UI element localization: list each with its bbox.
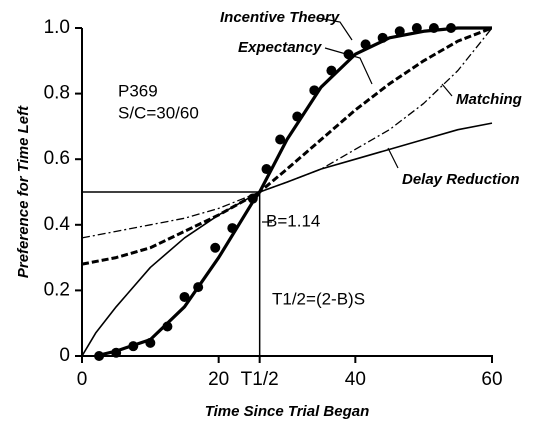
data-point <box>145 337 156 348</box>
series-line <box>81 26 493 266</box>
y-tick-label: 0.2 <box>44 279 70 300</box>
leader <box>317 17 353 41</box>
data-point <box>377 32 388 43</box>
data-point <box>193 282 204 293</box>
annotation: S/C=30/60 <box>118 103 199 122</box>
y-axis-title: Preference for Time Left <box>15 105 32 278</box>
data-point <box>428 23 439 33</box>
y-tick-label: 1.0 <box>44 17 70 38</box>
x-tick-label: 40 <box>345 369 366 390</box>
data-point <box>247 193 258 204</box>
x-tick-label: 20 <box>208 369 229 390</box>
leader <box>387 147 399 169</box>
data-point <box>309 85 320 96</box>
data-point <box>261 164 272 175</box>
data-point <box>360 39 371 50</box>
y-tick-label: 0.4 <box>44 214 71 235</box>
data-point <box>210 242 221 253</box>
annotation: T1/2=(2-B)S <box>272 289 365 308</box>
x-tick-label: 60 <box>481 369 502 390</box>
y-tick-label: 0.6 <box>44 148 70 169</box>
leader <box>324 47 373 85</box>
data-point <box>326 65 337 76</box>
series-label: Matching <box>456 91 522 108</box>
y-tick-label: 0.8 <box>44 83 70 104</box>
annotation: P369 <box>118 81 158 100</box>
series-label: Delay Reduction <box>402 171 520 188</box>
series-line <box>81 27 493 239</box>
x-axis-title: Time Since Trial Began <box>205 403 370 420</box>
x-tick-label: 0 <box>77 369 88 390</box>
y-tick-label: 0 <box>59 345 70 366</box>
data-point <box>446 23 456 33</box>
data-point <box>128 341 139 352</box>
data-point <box>394 26 405 37</box>
annotation: B=1.14 <box>266 211 320 230</box>
series-line <box>81 122 493 357</box>
data-point <box>411 23 422 33</box>
data-point <box>292 111 303 122</box>
leader <box>441 83 453 97</box>
data-point <box>162 321 173 332</box>
x-tick-label: T1/2 <box>241 369 279 390</box>
data-point <box>111 347 122 358</box>
data-point <box>343 49 354 60</box>
series-label: Expectancy <box>238 39 322 56</box>
leaders <box>262 17 453 223</box>
data-point <box>275 134 286 145</box>
data-point <box>94 351 105 361</box>
series-label: Incentive Theory <box>220 9 340 26</box>
data-point <box>227 223 238 234</box>
data-point <box>179 291 190 302</box>
